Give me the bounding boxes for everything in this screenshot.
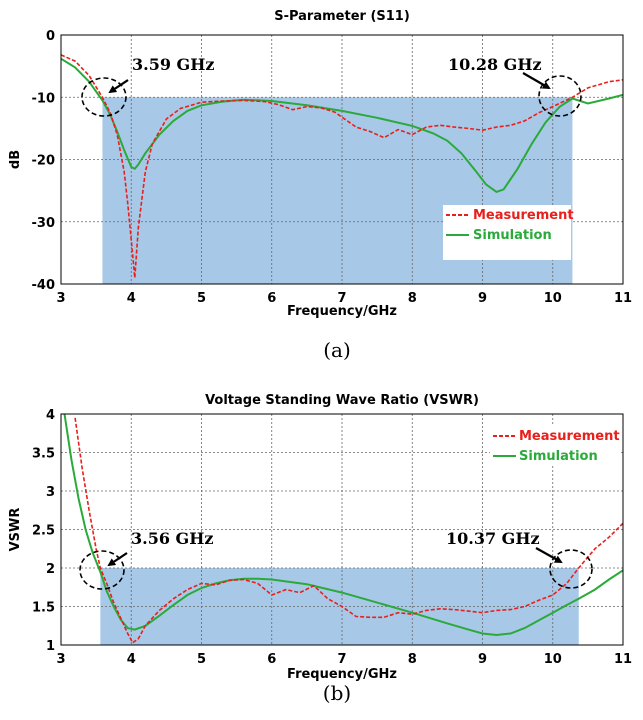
y-tick-label: 2.5 (32, 524, 55, 539)
annotation-1: 3.56 GHz (79, 529, 213, 590)
x-tick-label: 9 (478, 652, 487, 667)
y-tick-label: 2 (46, 562, 55, 577)
y-tick-label: -30 (32, 216, 56, 231)
figure-caption: (a) (323, 338, 351, 362)
x-tick-label: 3 (56, 652, 65, 667)
x-tick-label: 11 (614, 291, 632, 306)
annotation-arrow (535, 547, 563, 563)
y-axis-label: VSWR (8, 508, 23, 552)
annotation-label: 10.37 GHz (446, 529, 540, 548)
x-tick-label: 11 (614, 652, 632, 667)
y-tick-label: 4 (46, 408, 55, 423)
x-tick-label: 10 (544, 291, 562, 306)
y-tick-label: -20 (32, 154, 56, 169)
legend-label-measurement: Measurement (519, 429, 620, 444)
chart-panel-1: S-Parameter (S11) 3 4 5 6 7 8 9 10 11 0 -10 -20 -30 -4… (8, 9, 632, 362)
bandwidth-band (100, 568, 579, 645)
legend-box (490, 426, 620, 466)
series-line-simulation (61, 57, 623, 194)
plot-frame (60, 34, 624, 285)
annotation-label: 3.56 GHz (131, 529, 213, 548)
chart-panel-2: Voltage Standing Wave Ratio (VSWR) 3 4 5 6 7 8… (8, 393, 632, 705)
y-tick-label: 1 (46, 639, 55, 654)
plot-frame (60, 413, 624, 646)
figure-caption: (b) (323, 681, 351, 705)
annotation-2: 10.28 GHz (448, 55, 582, 117)
annotation-2: 10.37 GHz (446, 529, 593, 589)
y-tick-label: 3 (46, 485, 55, 500)
annotation-1: 3.59 GHz (81, 55, 214, 117)
x-tick-label: 5 (197, 652, 206, 667)
annotation-circle (79, 550, 125, 590)
legend: Measurement Simulation (443, 205, 574, 260)
annotation-arrow (108, 79, 129, 94)
annotation-circle (538, 75, 582, 117)
series-line-measurement (61, 54, 623, 278)
y-tick-label: 0 (46, 29, 55, 44)
annotation-arrow (107, 552, 128, 567)
annotation-circle (549, 549, 593, 589)
x-tick-label: 7 (337, 652, 346, 667)
y-tick-label: 1.5 (32, 601, 55, 616)
annotation-arrow (522, 72, 551, 89)
x-tick-label: 3 (56, 291, 65, 306)
chart-title: S-Parameter (S11) (274, 9, 410, 24)
legend-label-simulation: Simulation (473, 228, 552, 243)
x-tick-label: 4 (127, 652, 136, 667)
series-line-simulation (63, 414, 623, 637)
annotation-label: 10.28 GHz (448, 55, 542, 74)
x-tick-label: 10 (544, 652, 562, 667)
x-tick-label: 8 (408, 652, 417, 667)
x-tick-label: 8 (408, 291, 417, 306)
y-tick-label: -10 (32, 91, 56, 106)
x-tick-label: 9 (478, 291, 487, 306)
legend: Measurement Simulation (490, 426, 620, 466)
y-axis-label: dB (8, 150, 23, 169)
y-tick-label: -40 (32, 278, 56, 293)
x-axis-label: Frequency/GHz (287, 304, 397, 319)
legend-label-simulation: Simulation (519, 449, 598, 464)
x-axis-label: Frequency/GHz (287, 667, 397, 682)
series-line-measurement (74, 417, 623, 644)
x-tick-label: 6 (267, 291, 276, 306)
x-tick-label: 5 (197, 291, 206, 306)
chart-title: Voltage Standing Wave Ratio (VSWR) (205, 393, 479, 408)
annotation-circle (81, 77, 127, 117)
legend-label-measurement: Measurement (473, 208, 574, 223)
x-tick-label: 7 (337, 291, 346, 306)
y-tick-label: 3.5 (32, 447, 55, 462)
x-tick-label: 6 (267, 652, 276, 667)
annotation-label: 3.59 GHz (132, 55, 214, 74)
x-tick-label: 4 (127, 291, 136, 306)
